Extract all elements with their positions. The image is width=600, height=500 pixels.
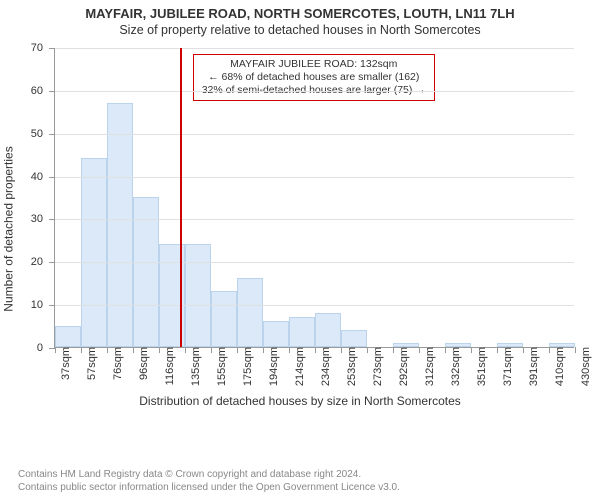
histogram-bar: [263, 321, 289, 347]
x-tick-label: 57sqm: [84, 347, 98, 380]
chart-title: MAYFAIR, JUBILEE ROAD, NORTH SOMERCOTES,…: [0, 0, 600, 21]
x-tick-mark: [289, 347, 290, 353]
x-tick-label: 371sqm: [500, 347, 514, 386]
x-tick-mark: [263, 347, 264, 353]
footer-line-1: Contains HM Land Registry data © Crown c…: [18, 468, 400, 481]
x-tick-label: 116sqm: [162, 347, 176, 385]
x-tick-label: 410sqm: [552, 347, 566, 386]
x-tick-mark: [107, 347, 108, 353]
grid-line: [55, 219, 574, 220]
y-tick-mark: [49, 177, 55, 178]
x-tick-mark: [185, 347, 186, 353]
y-tick-mark: [49, 219, 55, 220]
histogram-bar: [211, 291, 237, 347]
annotation-line: MAYFAIR JUBILEE ROAD: 132sqm: [202, 58, 426, 71]
annotation-box: MAYFAIR JUBILEE ROAD: 132sqm← 68% of det…: [193, 54, 435, 101]
x-tick-mark: [367, 347, 368, 353]
x-tick-label: 175sqm: [240, 347, 254, 386]
x-axis-title: Distribution of detached houses by size …: [0, 394, 600, 408]
histogram-bar: [341, 330, 367, 347]
x-tick-label: 234sqm: [318, 347, 332, 386]
x-tick-mark: [237, 347, 238, 353]
x-tick-mark: [315, 347, 316, 353]
y-axis-label-text: Number of detached properties: [2, 146, 16, 311]
annotation-line: ← 68% of detached houses are smaller (16…: [202, 71, 426, 84]
histogram-bar: [107, 103, 133, 347]
x-tick-mark: [445, 347, 446, 353]
y-tick-mark: [49, 305, 55, 306]
y-axis-label: Number of detached properties: [2, 44, 16, 414]
grid-line: [55, 91, 574, 92]
x-tick-mark: [575, 347, 576, 353]
x-tick-mark: [133, 347, 134, 353]
x-tick-mark: [55, 347, 56, 353]
plot-area: MAYFAIR JUBILEE ROAD: 132sqm← 68% of det…: [54, 48, 574, 348]
x-tick-label: 76sqm: [110, 347, 124, 380]
x-tick-label: 351sqm: [474, 347, 488, 386]
x-tick-label: 430sqm: [578, 347, 592, 386]
histogram-bar: [81, 158, 107, 347]
grid-line: [55, 305, 574, 306]
grid-line: [55, 48, 574, 49]
y-tick-mark: [49, 48, 55, 49]
histogram-bar: [289, 317, 315, 347]
reference-line: [180, 48, 182, 347]
histogram-bar: [55, 326, 81, 347]
x-tick-mark: [549, 347, 550, 353]
y-tick-mark: [49, 262, 55, 263]
x-tick-mark: [419, 347, 420, 353]
x-tick-mark: [81, 347, 82, 353]
histogram-bar: [237, 278, 263, 347]
chart-area: Number of detached properties MAYFAIR JU…: [0, 44, 600, 414]
x-tick-mark: [497, 347, 498, 353]
grid-line: [55, 262, 574, 263]
chart-subtitle: Size of property relative to detached ho…: [0, 21, 600, 37]
histogram-bar: [315, 313, 341, 347]
x-tick-label: 292sqm: [396, 347, 410, 386]
x-tick-label: 214sqm: [292, 347, 306, 386]
x-tick-label: 135sqm: [188, 347, 202, 386]
grid-line: [55, 134, 574, 135]
x-tick-label: 96sqm: [136, 347, 150, 380]
x-tick-mark: [211, 347, 212, 353]
grid-line: [55, 177, 574, 178]
x-tick-label: 391sqm: [526, 347, 540, 386]
footer: Contains HM Land Registry data © Crown c…: [18, 468, 400, 494]
x-tick-label: 155sqm: [214, 347, 228, 386]
x-tick-mark: [523, 347, 524, 353]
histogram-bar: [185, 244, 211, 347]
x-tick-mark: [341, 347, 342, 353]
x-tick-label: 312sqm: [422, 347, 436, 386]
y-tick-mark: [49, 134, 55, 135]
x-tick-mark: [159, 347, 160, 353]
x-tick-label: 194sqm: [266, 347, 280, 386]
x-tick-label: 332sqm: [448, 347, 462, 386]
footer-line-2: Contains public sector information licen…: [18, 481, 400, 494]
x-tick-mark: [393, 347, 394, 353]
x-tick-mark: [471, 347, 472, 353]
chart-container: MAYFAIR, JUBILEE ROAD, NORTH SOMERCOTES,…: [0, 0, 600, 500]
x-tick-label: 37sqm: [58, 347, 72, 380]
y-tick-mark: [49, 91, 55, 92]
x-tick-label: 253sqm: [344, 347, 358, 386]
x-tick-label: 273sqm: [370, 347, 384, 386]
